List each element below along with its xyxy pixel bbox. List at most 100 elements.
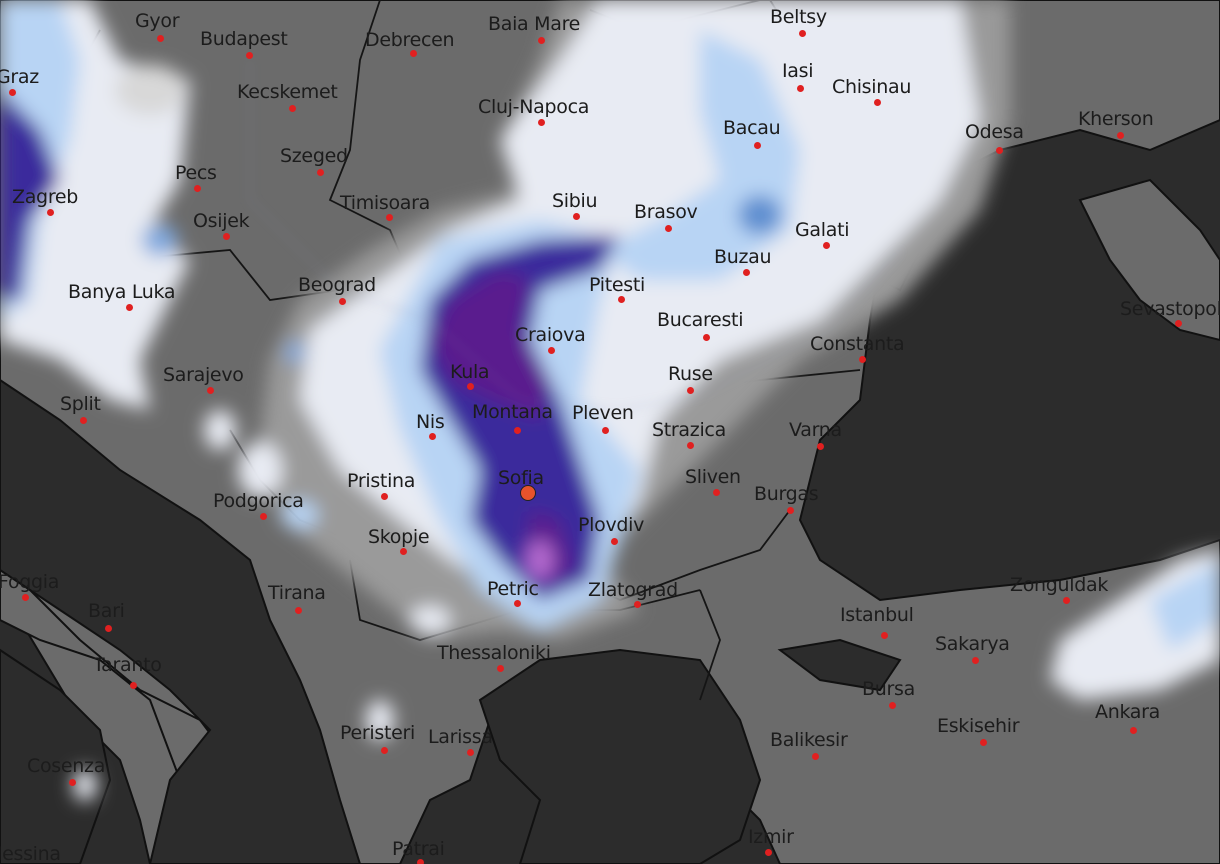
city-label-brasov: Brasov <box>634 201 698 223</box>
city-dot-buzau <box>742 268 750 276</box>
city-label-galati: Galati <box>795 219 850 241</box>
city-dot-odesa <box>995 146 1003 154</box>
city-label-sibiu: Sibiu <box>552 190 598 212</box>
city-dot-banya-luka <box>125 303 133 311</box>
city-dot-kherson <box>1116 131 1124 139</box>
city-dot-craiova <box>547 346 555 354</box>
city-label-pitesti: Pitesti <box>589 274 645 296</box>
city-dot-varna <box>816 442 824 450</box>
city-label-eskisehir: Eskisehir <box>937 715 1020 737</box>
city-label-tirana: Tirana <box>268 582 326 604</box>
city-label-cosenza: Cosenza <box>27 755 106 777</box>
city-label-kula: Kula <box>450 361 490 383</box>
city-dot-thessaloniki <box>496 664 504 672</box>
city-dot-kecskemet <box>288 104 296 112</box>
city-dot-zonguldak <box>1062 596 1070 604</box>
city-dot-cluj-napoca <box>537 118 545 126</box>
city-dot-burgas <box>786 506 794 514</box>
city-label-bari: Bari <box>88 600 125 622</box>
city-dot-iasi <box>796 84 804 92</box>
city-dot-galati <box>822 241 830 249</box>
city-label-plovdiv: Plovdiv <box>578 514 645 536</box>
city-label-varna: Varna <box>789 419 842 441</box>
city-dot-tirana <box>294 606 302 614</box>
city-label-montana: Montana <box>472 401 553 423</box>
city-dot-ankara <box>1129 726 1137 734</box>
city-dot-pleven <box>601 426 609 434</box>
city-label-podgorica: Podgorica <box>213 490 304 512</box>
city-label-bucaresti: Bucaresti <box>657 309 744 331</box>
city-dot-foggia <box>21 593 29 601</box>
city-label-larissa: Larissa <box>428 726 493 748</box>
city-dot-baia-mare <box>537 36 545 44</box>
city-dot-szeged <box>316 168 324 176</box>
city-dot-bucaresti <box>702 333 710 341</box>
city-dot-gyor <box>156 34 164 42</box>
city-dot-sarajevo <box>206 386 214 394</box>
city-label-pecs: Pecs <box>175 162 217 184</box>
city-dot-izmir <box>764 848 772 856</box>
city-dot-strazica <box>686 441 694 449</box>
city-label-sarajevo: Sarajevo <box>163 364 244 386</box>
city-label-ankara: Ankara <box>1095 701 1161 723</box>
city-label-beograd: Beograd <box>298 274 376 296</box>
city-label-timisoara: Timisoara <box>340 192 431 214</box>
city-label-gyor: Gyor <box>135 10 180 32</box>
city-label-skopje: Skopje <box>368 526 430 548</box>
city-label-bursa: Bursa <box>862 678 915 700</box>
city-label-baia-mare: Baia Mare <box>488 13 581 35</box>
city-dot-podgorica <box>259 512 267 520</box>
city-label-izmir: Izmir <box>748 826 794 848</box>
city-dot-zagreb <box>46 208 54 216</box>
city-dot-pitesti <box>617 295 625 303</box>
city-dot-zlatograd <box>633 600 641 608</box>
city-dot-sibiu <box>572 212 580 220</box>
city-dot-cosenza <box>68 778 76 786</box>
city-label-odesa: Odesa <box>965 121 1024 143</box>
city-label-patrai: Patrai <box>392 838 445 860</box>
city-label-istanbul: Istanbul <box>840 604 914 626</box>
precipitation-layer <box>0 0 1220 801</box>
city-dot-pristina <box>380 492 388 500</box>
city-dot-pecs <box>193 184 201 192</box>
city-dot-osijek <box>222 232 230 240</box>
city-label-kherson: Kherson <box>1078 108 1154 130</box>
city-label-banya-luka: Banya Luka <box>68 281 176 303</box>
city-dot-larissa <box>466 748 474 756</box>
city-dot-bari <box>104 624 112 632</box>
city-label-strazica: Strazica <box>652 419 726 441</box>
rivers <box>249 60 901 411</box>
city-label-nis: Nis <box>416 411 445 433</box>
city-label-petric: Petric <box>487 578 539 600</box>
city-label-pristina: Pristina <box>347 470 416 492</box>
city-dot-beograd <box>338 297 346 305</box>
city-dot-graz <box>8 88 16 96</box>
city-dot-patrai <box>416 858 424 864</box>
city-label-foggia: Foggia <box>0 571 60 593</box>
city-label-craiova: Craiova <box>515 324 586 346</box>
city-label-zlatograd: Zlatograd <box>588 579 678 601</box>
selected-location-marker[interactable] <box>520 485 536 501</box>
city-dot-peristeri <box>380 746 388 754</box>
city-label-sliven: Sliven <box>685 466 741 488</box>
city-dot-petric <box>513 599 521 607</box>
city-dot-ruse <box>686 386 694 394</box>
city-label-budapest: Budapest <box>200 28 288 50</box>
city-dot-skopje <box>399 547 407 555</box>
city-label-sofia: Sofia <box>498 467 544 489</box>
sea <box>0 378 902 864</box>
city-label-burgas: Burgas <box>754 483 819 505</box>
city-label-thessaloniki: Thessaloniki <box>437 642 551 664</box>
city-label-debrecen: Debrecen <box>365 29 455 51</box>
city-dot-montana <box>513 426 521 434</box>
city-label-beltsy: Beltsy <box>770 6 827 28</box>
city-label-ruse: Ruse <box>668 363 713 385</box>
city-dot-balikesir <box>811 752 819 760</box>
city-label-messina: Messina <box>0 843 61 864</box>
city-label-cluj-napoca: Cluj-Napoca <box>478 96 590 118</box>
city-dot-eskisehir <box>979 738 987 746</box>
city-label-zagreb: Zagreb <box>12 186 79 208</box>
city-dot-sliven <box>712 488 720 496</box>
